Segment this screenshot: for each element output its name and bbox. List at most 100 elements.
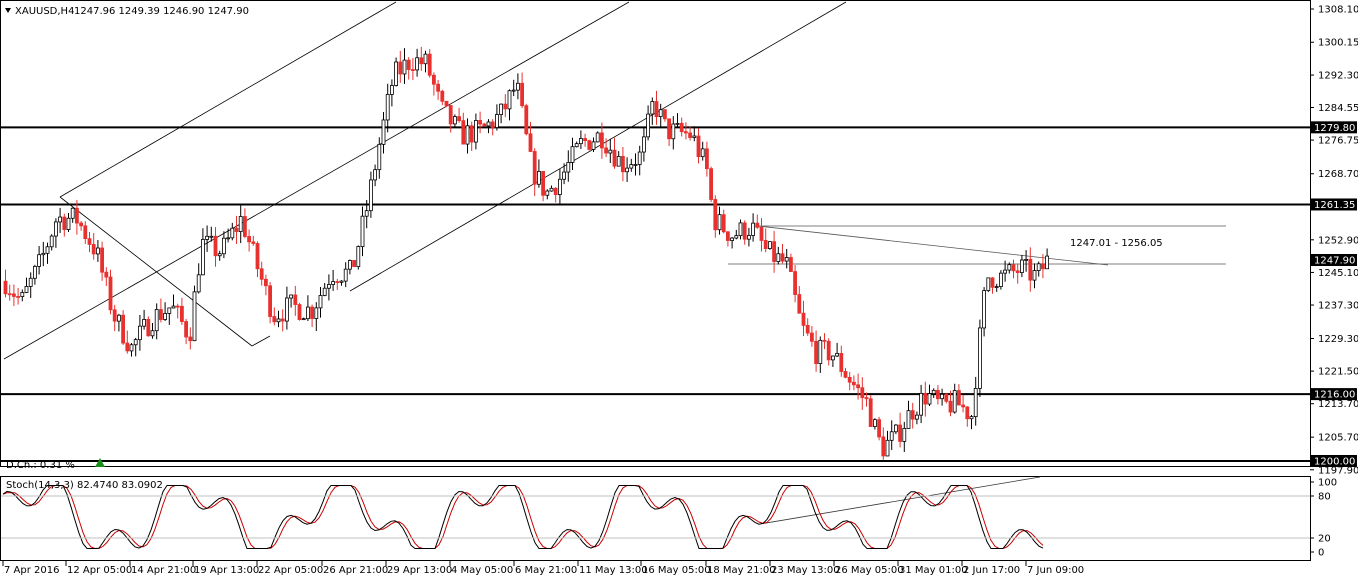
candle-body — [612, 149, 617, 167]
price-tick-label: 1292.30 — [1318, 71, 1358, 82]
candle-body — [835, 353, 839, 357]
candle-body — [188, 336, 193, 342]
time-tick-label: 6 May 21:00 — [515, 565, 577, 576]
candle-body — [927, 393, 932, 405]
price-tick-label: 1268.70 — [1318, 169, 1358, 180]
channel-cross-line-1 — [59, 196, 253, 347]
level-lines[interactable] — [1, 126, 1310, 462]
candle-body — [175, 305, 180, 308]
candle-body — [238, 216, 243, 232]
candle-body — [171, 305, 176, 309]
candle-body — [570, 146, 575, 163]
candle-body — [234, 227, 239, 232]
level-tag-label: 1216.00 — [1314, 390, 1355, 401]
candle-body — [494, 114, 499, 128]
candle-body — [486, 121, 491, 127]
channel-upper-line — [59, 1, 397, 198]
candle-body — [499, 103, 504, 115]
price-tick-label: 1276.75 — [1318, 136, 1358, 147]
triangle-diagonal-line — [757, 225, 1109, 266]
stoch-tick-label: 20 — [1318, 534, 1331, 545]
candle-body — [961, 404, 965, 408]
candle-body — [877, 419, 881, 438]
candle-body — [289, 294, 294, 299]
symbol-dropdown-icon[interactable] — [5, 8, 11, 13]
time-tick-label: 26 Apr 21:00 — [323, 565, 388, 576]
stoch-tick-label: 80 — [1318, 492, 1331, 503]
candle-body — [11, 293, 16, 297]
current-price-label: 1247.90 — [1314, 256, 1355, 267]
candle-body — [75, 207, 79, 224]
time-tick-label: 18 May 21:00 — [707, 565, 776, 576]
candle-body — [217, 253, 222, 257]
candle-body — [923, 392, 928, 405]
candle-body — [33, 265, 37, 279]
candle-body — [705, 148, 709, 170]
candle-body — [881, 436, 886, 457]
candle-body — [524, 105, 529, 135]
candle-body — [784, 257, 789, 262]
channel-cross-line-2 — [251, 335, 271, 347]
candle-body — [62, 216, 67, 230]
candle-body — [688, 132, 692, 138]
candle-body — [608, 149, 613, 154]
candle-body — [667, 118, 671, 140]
candle-body — [406, 59, 411, 70]
candle-body — [663, 109, 667, 120]
candle-body — [251, 241, 256, 244]
candle-body — [326, 284, 331, 289]
candle-body — [347, 260, 352, 270]
candle-body — [373, 169, 378, 181]
candle-body — [1028, 258, 1033, 281]
time-tick-label: 2 Jun 17:00 — [963, 565, 1020, 576]
candle-body — [843, 371, 848, 378]
candle-body — [28, 277, 33, 287]
candle-body — [910, 410, 915, 420]
triangle-annotation[interactable] — [728, 225, 1226, 266]
candle-body — [906, 410, 911, 429]
candle-body — [671, 123, 676, 140]
candle-body — [755, 222, 760, 228]
candle-body — [982, 290, 986, 329]
candle-body — [839, 353, 844, 372]
stoch-axis: 100 80 20 0 — [1, 478, 1337, 559]
candle-body — [331, 281, 336, 285]
candle-body — [137, 325, 142, 341]
time-tick-label: 16 May 05:00 — [642, 565, 711, 576]
trend-channel[interactable] — [3, 1, 847, 360]
candle-body — [272, 316, 277, 323]
candle-body — [158, 309, 163, 320]
time-tick-label: 22 Apr 05:00 — [258, 565, 323, 576]
stoch-tick-label: 0 — [1318, 548, 1324, 559]
candle-body — [377, 143, 382, 171]
candle-body — [772, 241, 776, 262]
candle-body — [810, 332, 814, 342]
candle-body — [734, 235, 739, 239]
candle-body — [381, 119, 386, 145]
candle-body — [713, 199, 718, 231]
price-tick-label: 1205.70 — [1318, 433, 1358, 444]
channel-middle-line — [3, 1, 630, 360]
candle-body — [436, 83, 441, 92]
candle-body — [230, 227, 235, 239]
candle-body — [684, 131, 688, 134]
candle-body — [154, 309, 159, 332]
level-tag-box — [1311, 121, 1357, 134]
level-tag-box — [1311, 198, 1357, 211]
candle-body — [654, 101, 659, 118]
candle-body — [419, 57, 424, 65]
candle-body — [1015, 270, 1020, 273]
candle-body — [1024, 258, 1028, 261]
candle-body — [780, 253, 785, 262]
candle-body — [318, 295, 323, 309]
candle-body — [242, 216, 247, 237]
time-tick-label: 7 Jun 09:00 — [1027, 565, 1084, 576]
candle-body — [83, 225, 88, 240]
price-tick-label: 1197.90 — [1318, 465, 1358, 476]
candle-body — [461, 120, 466, 145]
time-tick-label: 7 Apr 2016 — [4, 565, 59, 576]
candle-body — [642, 136, 646, 153]
stoch-divergence-line[interactable] — [759, 476, 1041, 525]
price-tick-label: 1237.30 — [1318, 301, 1358, 312]
